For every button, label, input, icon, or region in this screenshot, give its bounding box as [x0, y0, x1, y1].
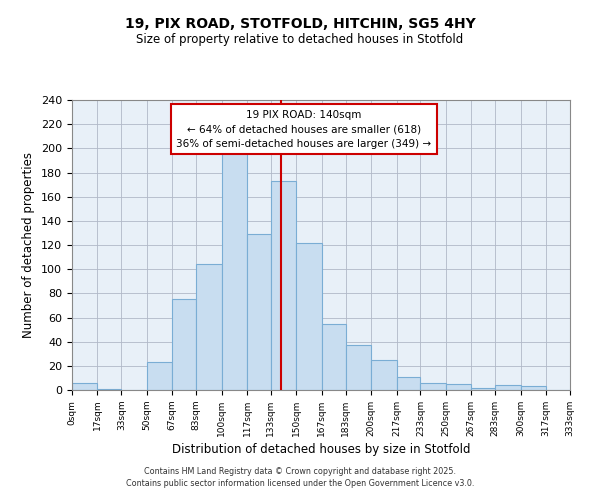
Bar — [471, 388, 495, 390]
Bar — [97, 389, 121, 390]
Bar — [446, 384, 471, 390]
Bar — [72, 383, 97, 390]
Bar — [322, 324, 346, 390]
Bar — [371, 360, 397, 390]
Bar — [147, 362, 172, 390]
Y-axis label: Number of detached properties: Number of detached properties — [22, 152, 35, 338]
Bar — [221, 148, 247, 390]
Bar — [421, 383, 446, 390]
Text: 19 PIX ROAD: 140sqm
← 64% of detached houses are smaller (618)
36% of semi-detac: 19 PIX ROAD: 140sqm ← 64% of detached ho… — [176, 110, 431, 150]
Text: 19, PIX ROAD, STOTFOLD, HITCHIN, SG5 4HY: 19, PIX ROAD, STOTFOLD, HITCHIN, SG5 4HY — [125, 18, 475, 32]
X-axis label: Distribution of detached houses by size in Stotfold: Distribution of detached houses by size … — [172, 443, 470, 456]
Bar — [495, 385, 521, 390]
Bar — [196, 264, 221, 390]
Bar — [247, 234, 271, 390]
Bar — [296, 242, 322, 390]
Bar — [521, 386, 546, 390]
Text: Contains HM Land Registry data © Crown copyright and database right 2025.
Contai: Contains HM Land Registry data © Crown c… — [126, 466, 474, 487]
Bar — [346, 346, 371, 390]
Bar — [397, 376, 421, 390]
Bar — [172, 300, 196, 390]
Bar — [271, 181, 296, 390]
Text: Size of property relative to detached houses in Stotfold: Size of property relative to detached ho… — [136, 32, 464, 46]
